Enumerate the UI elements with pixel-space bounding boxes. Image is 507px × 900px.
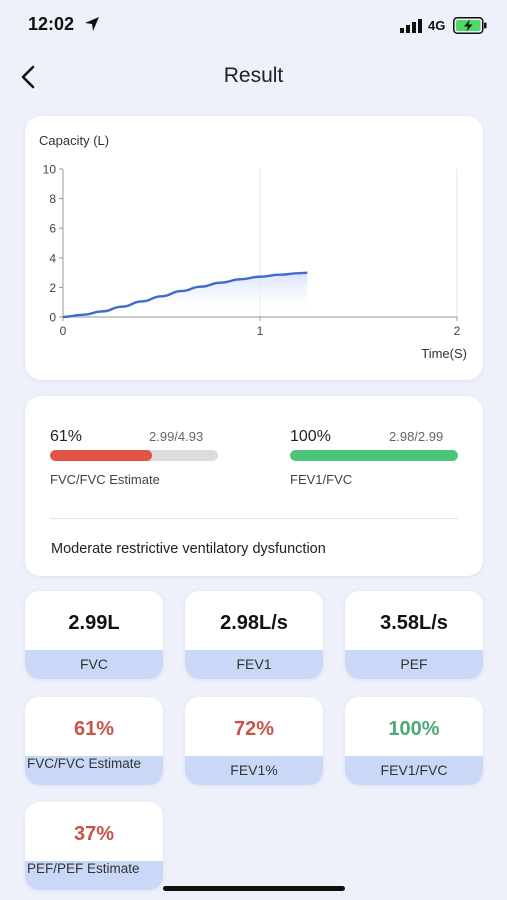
location-arrow-icon bbox=[85, 17, 99, 31]
pef-percent-tile-label: PEF/PEF Estimate bbox=[25, 861, 163, 890]
fvc-metric-label: FVC/FVC Estimate bbox=[50, 472, 160, 487]
fev1-value: 2.98L/s bbox=[220, 612, 288, 634]
chart-x-tick-label: 2 bbox=[454, 324, 461, 338]
signal-icon bbox=[400, 19, 422, 33]
fev1-fvc-tile-label: FEV1/FVC bbox=[345, 756, 483, 785]
fev1-fvc-value: 100% bbox=[388, 718, 440, 740]
fev1-fvc-percent: 100% bbox=[290, 428, 331, 445]
chart-y-tick-label: 4 bbox=[49, 251, 56, 265]
battery-charging-icon bbox=[453, 17, 487, 34]
chart-y-tick-label: 8 bbox=[49, 192, 56, 206]
chart-y-axis-label: Capacity (L) bbox=[39, 133, 109, 148]
fvc-progress-bar bbox=[50, 450, 218, 461]
fvc-percent: 61% bbox=[50, 428, 83, 445]
pef-percent-tile: 37% PEF/PEF Estimate bbox=[25, 802, 163, 890]
pef-percent-value: 37% bbox=[73, 823, 115, 845]
fvc-percent-tile-label: FVC/FVC Estimate bbox=[25, 756, 163, 785]
fev1-tile-label: FEV1 bbox=[185, 650, 323, 679]
fvc-percent-value: 61% bbox=[73, 718, 115, 740]
chart-y-tick-label: 6 bbox=[49, 222, 56, 236]
status-time: 12:02 bbox=[28, 14, 75, 34]
chart-y-tick-label: 0 bbox=[49, 311, 56, 325]
fvc-value: 2.99L bbox=[68, 612, 120, 634]
fvc-tile: 2.99L FVC bbox=[25, 591, 163, 679]
status-bar: 12:02 4G bbox=[0, 0, 507, 50]
fev1-fvc-progress-bar bbox=[290, 450, 458, 461]
fev1-fvc-progress-fill bbox=[290, 450, 458, 461]
fvc-tile-label: FVC bbox=[25, 650, 163, 679]
chart-y-tick-label: 2 bbox=[49, 281, 56, 295]
fvc-percent-tile: 61% FVC/FVC Estimate bbox=[25, 697, 163, 785]
capacity-line bbox=[62, 271, 308, 319]
fev1-fvc-ratio: 2.98/2.99 bbox=[389, 429, 444, 444]
diagnosis-text: Moderate restrictive ventilatory dysfunc… bbox=[51, 541, 326, 557]
back-button[interactable] bbox=[14, 62, 44, 92]
pef-value: 3.58L/s bbox=[380, 612, 448, 634]
fev1-fvc-tile: 100% FEV1/FVC bbox=[345, 697, 483, 785]
chart-y-tick-label: 10 bbox=[43, 163, 57, 177]
chart-x-tick-label: 1 bbox=[257, 324, 264, 338]
pef-tile: 3.58L/s PEF bbox=[345, 591, 483, 679]
chart-x-tick-label: 0 bbox=[60, 324, 67, 338]
fvc-progress-fill bbox=[50, 450, 153, 461]
fev1-tile: 2.98L/s FEV1 bbox=[185, 591, 323, 679]
chart-x-axis-label: Time(S) bbox=[421, 346, 467, 361]
pef-tile-label: PEF bbox=[345, 650, 483, 679]
summary-card: 61% 2.99/4.93 FVC/FVC Estimate 100% 2.98… bbox=[25, 396, 483, 576]
page-title: Result bbox=[223, 64, 284, 87]
fev1-percent-tile: 72% FEV1% bbox=[185, 697, 323, 785]
divider bbox=[50, 518, 458, 519]
fev1-fvc-metric-label: FEV1/FVC bbox=[290, 472, 353, 487]
network-type: 4G bbox=[428, 18, 446, 33]
home-indicator[interactable] bbox=[163, 886, 345, 891]
capacity-chart-card: Capacity (L) Time(S) 0 2 4 6 8 10 0 1 2 bbox=[25, 116, 483, 380]
fvc-ratio: 2.99/4.93 bbox=[149, 429, 204, 444]
capacity-area bbox=[63, 272, 308, 317]
fev1-percent-value: 72% bbox=[233, 718, 275, 740]
capacity-time-chart: Capacity (L) Time(S) 0 2 4 6 8 10 0 1 2 bbox=[39, 133, 467, 361]
fev1-percent-tile-label: FEV1% bbox=[185, 756, 323, 785]
